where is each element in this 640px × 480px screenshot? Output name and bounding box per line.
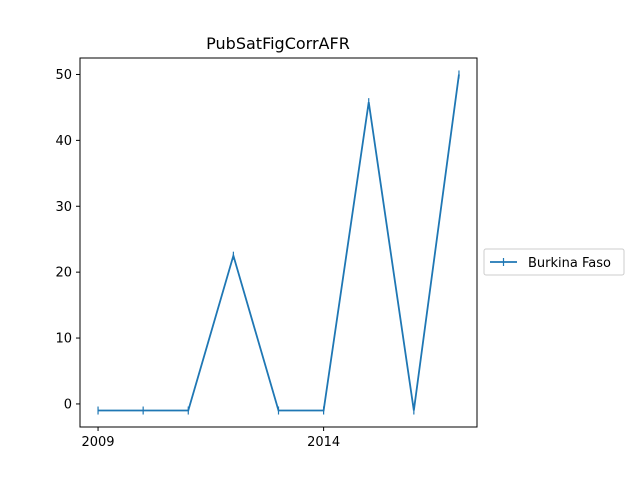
axes-frame — [79, 57, 478, 428]
y-tick-label: 40 — [55, 134, 72, 149]
plot-area: 0 10 20 30 40 50 2009 2014 — [55, 57, 478, 450]
x-tick-label: 2014 — [307, 435, 340, 450]
legend-label-burkina-faso: Burkina Faso — [528, 256, 611, 271]
legend-box — [483, 248, 625, 276]
y-tick-label: 20 — [55, 266, 72, 281]
y-tick-label: 10 — [55, 332, 72, 347]
y-tick-label: 50 — [55, 68, 72, 83]
y-tick-label: 30 — [55, 200, 72, 215]
chart-title: PubSatFigCorrAFR — [206, 34, 350, 53]
y-tick-label: 0 — [64, 397, 72, 412]
x-tick-label: 2009 — [81, 435, 114, 450]
legend: Burkina Faso — [483, 248, 625, 276]
